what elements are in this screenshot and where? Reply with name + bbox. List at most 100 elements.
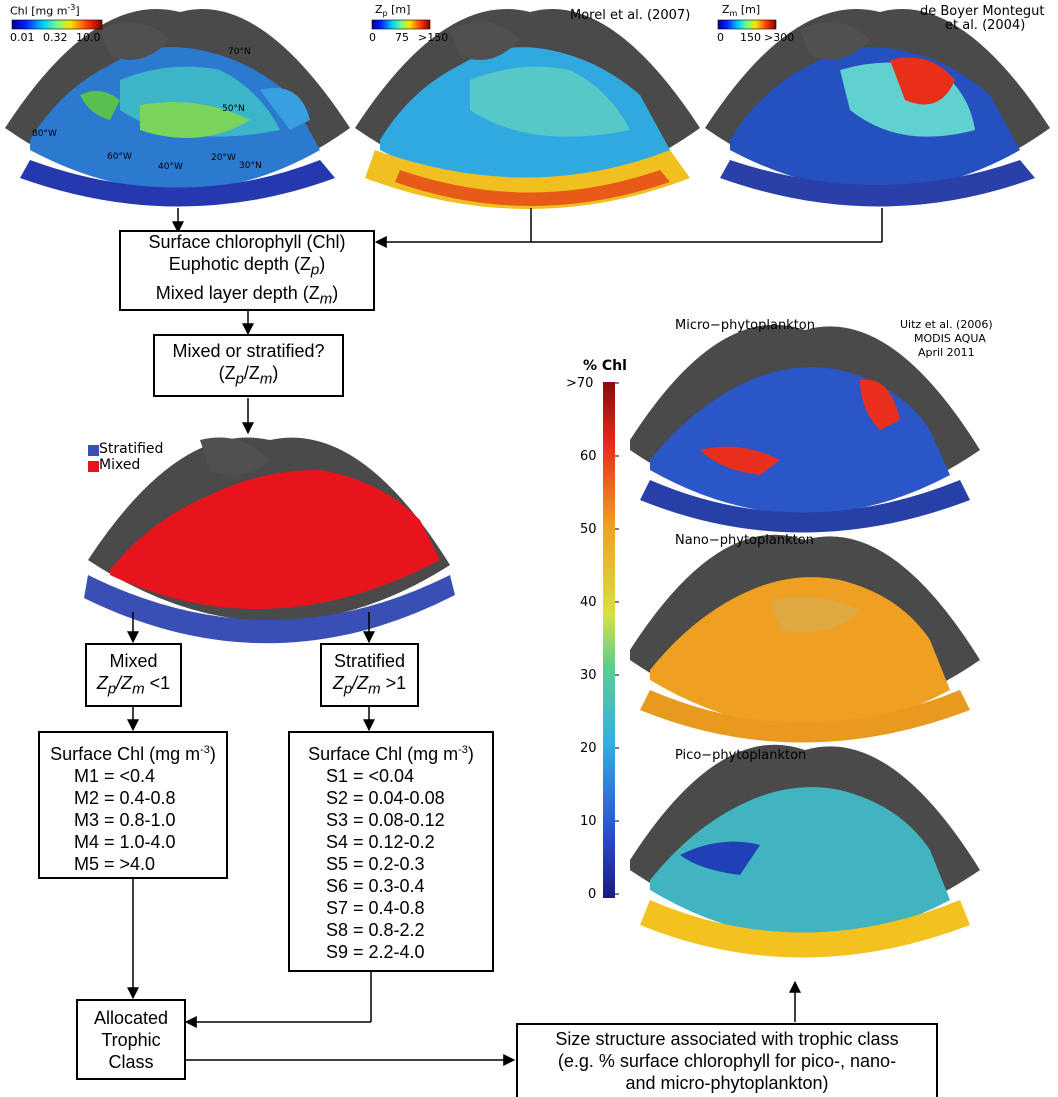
- zp-map: [355, 8, 700, 209]
- inputs-line-zp: Euphotic depth (Zp): [169, 253, 325, 282]
- strat-c: >1: [380, 672, 407, 693]
- mixed-title: Mixed: [109, 650, 158, 671]
- zp-unit-text: Z: [375, 3, 383, 16]
- zp-unit-rest: [m]: [387, 3, 411, 16]
- decision-a: (Z: [218, 363, 236, 384]
- strat-b: /Z: [352, 672, 369, 693]
- zp-tick-1: 0: [369, 31, 376, 44]
- mixed-a: Z: [96, 672, 108, 693]
- chl-tick-1: 0.01: [10, 31, 35, 44]
- stratified-condition: Zp/Zm >1: [333, 672, 406, 701]
- mixed-class-list: M1 = <0.4 M2 = 0.4-0.8 M3 = 0.8-1.0 M4 =…: [74, 765, 192, 875]
- mixed-legend-label: Mixed: [99, 457, 141, 473]
- strat-class-item: S9 = 2.2-4.0: [326, 942, 425, 962]
- colorbar-tick: 40: [580, 595, 597, 610]
- pct-chl-colorbar: [603, 382, 615, 898]
- size-line-3: and micro-phytoplankton): [625, 1073, 829, 1093]
- decision-line-2: (Zp/Zm): [219, 362, 279, 391]
- mixed-class-item: M4 = 1.0-4.0: [74, 832, 176, 852]
- mixed-stratified-map: [84, 437, 455, 644]
- colorbar-tick: >70: [566, 376, 594, 391]
- size-line-1: Size structure associated with trophic c…: [555, 1029, 899, 1049]
- strat-header-sup: -3: [458, 744, 468, 756]
- nano-map: [630, 534, 980, 743]
- stratified-legend-label: Stratified: [99, 441, 164, 457]
- strat-class-item: S2 = 0.04-0.08: [326, 788, 445, 808]
- allocated-line-2: Trophic: [101, 1029, 161, 1050]
- strat-a: Z: [332, 672, 344, 693]
- colorbar-tick: 0: [588, 887, 597, 902]
- strat-class-item: S8 = 0.8-2.2: [326, 920, 425, 940]
- chl-colorbar: [11, 19, 103, 30]
- zm-unit-rest: [m]: [737, 3, 761, 16]
- lon-80w-label: 80°W: [32, 129, 57, 139]
- strat-class-item: S7 = 0.4-0.8: [326, 898, 425, 918]
- decision-sub1: p: [235, 370, 244, 388]
- decision-b: /Z: [243, 363, 260, 384]
- lat-30n-label: 30°N: [239, 161, 262, 171]
- mixed-header-sup: -3: [200, 744, 210, 756]
- chl-unit-label: Chl [mg m-3]: [10, 3, 80, 18]
- mixed-class-item: M1 = <0.4: [74, 766, 156, 786]
- inputs-zm-close: ): [332, 282, 339, 303]
- zp-colorbar: [371, 19, 431, 30]
- decision-sub2: m: [259, 370, 273, 388]
- mixed-classes-header: Surface Chl (mg m-3): [50, 739, 216, 765]
- lat-70n-label: 70°N: [228, 47, 251, 57]
- decision-c: ): [272, 363, 279, 384]
- nano-label: Nano−phytoplankton: [675, 533, 814, 548]
- strat-class-item: S6 = 0.3-0.4: [326, 876, 425, 896]
- colorbar-tick: 50: [580, 522, 597, 537]
- zm-tick-3: >300: [764, 31, 795, 44]
- mixed-condition: Zp/Zm <1: [97, 672, 170, 701]
- mixed-class-item: M2 = 0.4-0.8: [74, 788, 176, 808]
- strat-classes-header: Surface Chl (mg m-3): [308, 739, 474, 765]
- strat-sub1: p: [343, 680, 353, 698]
- source-line-2: MODIS AQUA: [914, 332, 986, 345]
- zp-tick-2: 75: [395, 31, 409, 44]
- allocated-box: Allocated Trophic Class: [76, 999, 186, 1080]
- chl-unit-sup: -3: [67, 3, 76, 12]
- zm-citation-1: de Boyer Montegut: [920, 4, 1045, 19]
- mixed-class-item: M3 = 0.8-1.0: [74, 810, 176, 830]
- mixed-b: /Z: [116, 672, 133, 693]
- chl-map: [5, 8, 350, 207]
- strat-class-list: S1 = <0.04 S2 = 0.04-0.08 S3 = 0.08-0.12…: [326, 765, 456, 963]
- stratified-box: Stratified Zp/Zm >1: [320, 643, 419, 707]
- lat-50n-label: 50°N: [222, 104, 245, 114]
- mixed-c: <1: [144, 672, 171, 693]
- mixed-swatch: [88, 461, 99, 472]
- mixed-sub1: p: [107, 680, 117, 698]
- zm-tick-1: 0: [717, 31, 724, 44]
- mixed-header-text: Surface Chl (mg m: [50, 744, 201, 764]
- strat-class-item: S4 = 0.12-0.2: [326, 832, 435, 852]
- lon-20w-label: 20°W: [211, 153, 236, 163]
- mixed-classes-box: Surface Chl (mg m-3) M1 = <0.4 M2 = 0.4-…: [38, 731, 228, 879]
- strat-class-item: S1 = <0.04: [326, 766, 415, 786]
- colorbar-tick: 30: [580, 668, 597, 683]
- pico-label: Pico−phytoplankton: [675, 748, 807, 763]
- inputs-zm-text: Mixed layer depth (Z: [155, 282, 320, 303]
- mixed-sub2: m: [132, 680, 145, 698]
- connectors: [127, 208, 883, 1066]
- mixed-box: Mixed Zp/Zm <1: [85, 643, 182, 707]
- strat-class-item: S5 = 0.2-0.3: [326, 854, 425, 874]
- inputs-zp-close: ): [319, 253, 326, 274]
- source-line-1: Uitz et al. (2006): [900, 318, 993, 331]
- zm-colorbar: [717, 19, 777, 30]
- inputs-zm-sub: m: [319, 290, 333, 308]
- inputs-line-chl: Surface chlorophyll (Chl): [148, 231, 346, 252]
- chl-unit-text: Chl [mg m: [10, 4, 68, 18]
- chl-tick-2: 0.32: [43, 31, 68, 44]
- zm-unit-label: Zm [m]: [722, 3, 760, 18]
- lon-60w-label: 60°W: [107, 152, 132, 162]
- colorbar-title: % Chl: [583, 358, 627, 374]
- inputs-zp-text: Euphotic depth (Z: [168, 253, 311, 274]
- decision-line-1: Mixed or stratified?: [172, 341, 325, 362]
- colorbar-tick: 60: [580, 449, 597, 464]
- colorbar-tick: 20: [580, 741, 597, 756]
- pico-map: [630, 744, 980, 958]
- inputs-zp-sub: p: [310, 261, 320, 279]
- stratified-title: Stratified: [333, 650, 406, 671]
